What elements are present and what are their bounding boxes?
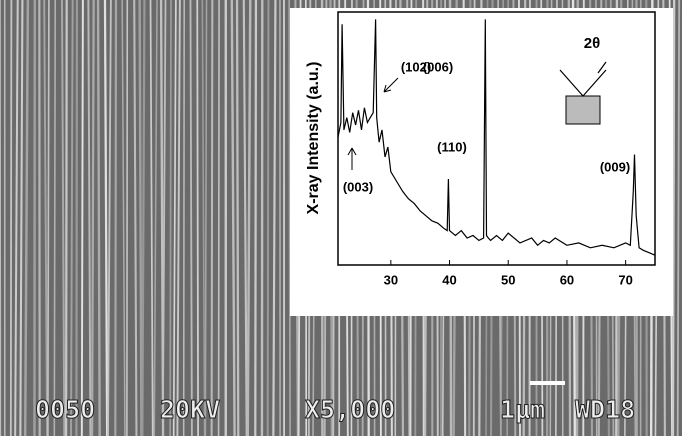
stripe — [11, 0, 12, 436]
x-tick-label: 50 — [501, 272, 515, 287]
stripe — [212, 0, 213, 436]
stripe — [289, 0, 290, 436]
stripe — [48, 0, 49, 436]
sem-info: 20KV — [160, 395, 220, 424]
stripe — [170, 0, 171, 436]
sem-info: 0050 — [35, 395, 95, 424]
sample-icon — [566, 96, 600, 124]
peak-label: 2θ — [584, 35, 600, 52]
stripe — [184, 0, 185, 436]
x-tick-label: 70 — [618, 272, 632, 287]
stripe — [76, 0, 77, 436]
stripe — [66, 0, 67, 436]
stripe — [92, 0, 94, 436]
stripe — [82, 0, 83, 436]
peak-label: (009) — [600, 159, 630, 174]
x-tick-label: 30 — [384, 272, 398, 287]
stripe — [255, 0, 256, 436]
stripe — [54, 0, 55, 436]
sem-info: WD18 — [575, 395, 635, 424]
stripe — [268, 0, 269, 436]
x-tick-label: 60 — [560, 272, 574, 287]
sem-info: 1μm — [500, 395, 545, 424]
stripe — [673, 0, 674, 436]
stripe — [237, 0, 238, 436]
stripe — [115, 0, 116, 436]
stripe — [98, 0, 100, 436]
y-axis-label: X-ray Intensity (a.u.) — [305, 62, 322, 215]
stripe — [197, 0, 198, 436]
sem-info: X5,000 — [305, 395, 395, 424]
peak-label: (003) — [343, 179, 373, 194]
x-tick-label: 40 — [442, 272, 456, 287]
peak-label: (006) — [423, 59, 453, 74]
peak-label: (110) — [437, 139, 467, 154]
